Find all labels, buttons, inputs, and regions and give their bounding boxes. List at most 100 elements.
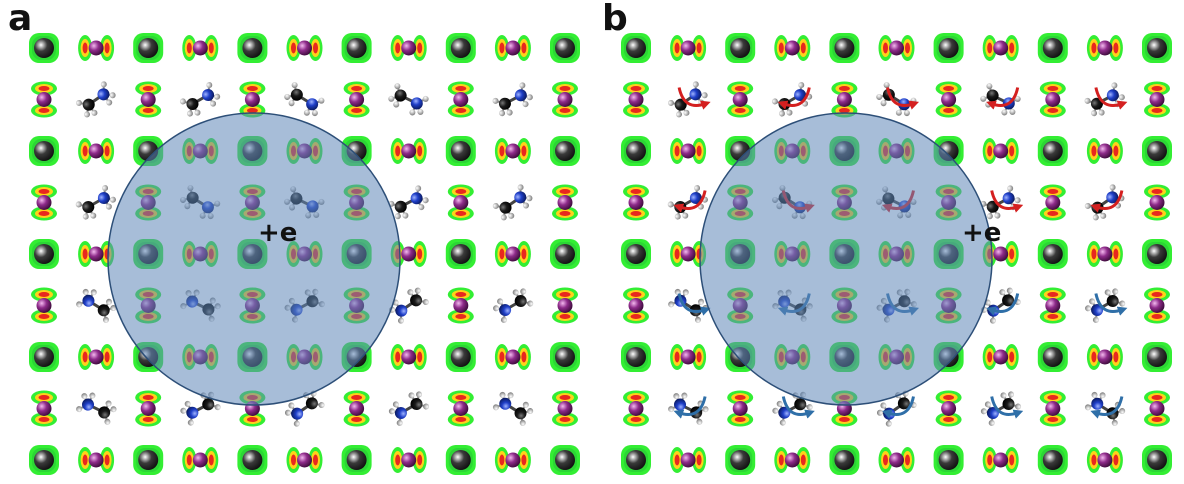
hydrogen-atom [880,100,887,107]
iodide-atom [244,92,260,107]
iodide-site [935,81,962,118]
iodide-site [1039,287,1066,324]
lead-site [29,342,59,372]
iodide-site [552,287,578,324]
lead-atom [1042,244,1063,264]
nitrogen-atom [1091,397,1104,410]
lead-site [829,33,860,63]
hydrogen-atom [288,100,295,107]
hydrogen-atom [1092,214,1099,221]
lead-atom [34,347,54,367]
hydrogen-atom [89,392,96,399]
iodide-atom [505,143,521,159]
iodide-site [552,81,578,118]
nitrogen-atom [1106,89,1119,102]
methylammonium-molecule [667,185,708,220]
iodide-site [552,184,578,221]
lead-site [621,33,651,63]
hydrogen-atom [1014,95,1021,102]
hydrogen-atom [517,184,524,191]
hydrogen-atom [776,400,783,407]
iodide-atom [505,452,521,468]
hydrogen-atom [398,317,405,324]
nitrogen-atom [82,294,95,307]
hydrogen-atom [806,404,813,411]
hydrogen-atom [696,418,703,425]
methylammonium-molecule [668,392,709,425]
hydrogen-atom [1001,109,1008,116]
hydrogen-atom [681,392,688,399]
carbon-atom [499,201,512,214]
hydrogen-atom [303,109,310,116]
hydrogen-atom [880,402,887,409]
iodide-atom [732,92,748,107]
lead-atom [450,38,471,58]
lead-atom [626,347,646,367]
iodide-atom [993,143,1009,159]
hydrogen-atom [1015,403,1022,410]
iodide-atom [836,92,852,107]
iodide-site [1039,390,1066,427]
rotation-arrow-blue [781,396,815,419]
iodide-site [774,447,811,473]
hydrogen-atom [293,420,300,427]
iodide-atom [628,92,644,107]
iodide-site [878,35,915,61]
iodide-atom [993,452,1009,468]
iodide-atom [628,298,644,313]
carbon-atom [82,201,95,213]
lead-atom [450,450,471,470]
hydrogen-atom [1119,300,1126,307]
iodide-atom [505,246,521,262]
hydrogen-atom [102,316,109,323]
iodide-atom [140,401,156,416]
methylammonium-molecule [1084,184,1125,221]
hydrogen-atom [527,300,534,307]
hydrogen-atom [500,214,507,221]
methylammonium-molecule [980,185,1021,220]
hydrogen-atom [903,110,910,117]
iodide-site [1144,81,1170,118]
hydrogen-atom [508,212,515,219]
lead-site [1037,136,1068,166]
hydrogen-atom [394,213,401,220]
iodide-site [623,81,649,118]
iodide-site [78,138,115,164]
lead-atom [730,38,751,58]
lead-atom [450,244,471,264]
lead-site [621,342,651,372]
nitrogen-atom [410,97,423,110]
hydrogen-atom [318,402,325,409]
iodide-site [135,390,162,427]
carbon-atom [514,295,527,307]
hydrogen-atom [394,83,401,90]
hydrogen-atom [1084,404,1091,411]
hydrogen-atom [683,109,690,116]
methylammonium-molecule [1084,82,1125,117]
iodide-site [447,81,474,118]
hydrogen-atom [522,101,529,108]
hydrogen-atom [75,201,82,208]
nitrogen-atom [514,191,527,204]
hydrogen-atom [682,289,689,296]
iodide-site [1039,184,1066,221]
hydrogen-atom [422,95,429,102]
iodide-atom [453,298,469,313]
lead-site [1142,239,1172,269]
hydrogen-atom [499,110,506,117]
iodide-atom [993,246,1009,262]
lead-atom [1147,347,1167,367]
iodide-site [286,35,323,61]
lead-site [133,445,164,475]
iodide-site [182,447,219,473]
methylammonium-molecule [876,82,917,117]
lead-site [445,33,476,63]
iodide-atom [349,92,365,107]
iodide-atom [1149,92,1165,107]
carbon-atom [97,304,110,317]
lead-atom [730,450,751,470]
hydrogen-atom [1007,185,1014,192]
hydrogen-atom [988,419,995,426]
iodide-site [831,81,858,118]
hydrogen-atom [692,81,699,88]
